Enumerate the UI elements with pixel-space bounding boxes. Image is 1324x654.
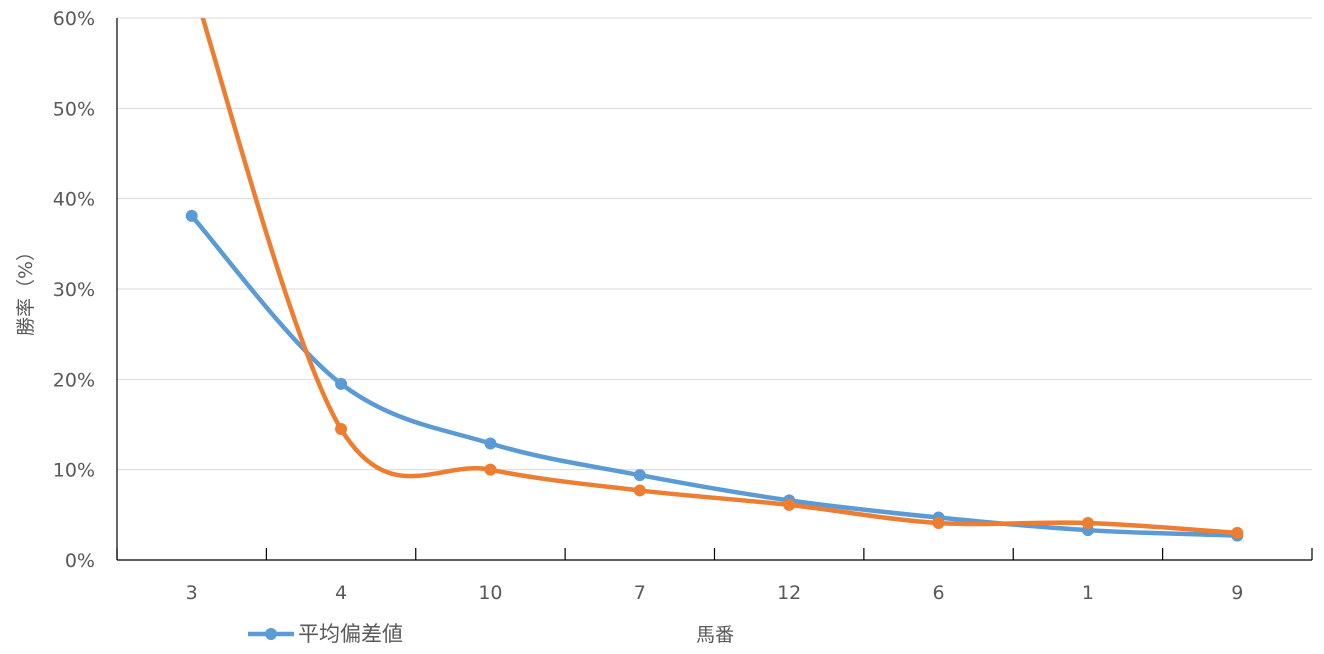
data-point xyxy=(1231,527,1243,539)
y-tick-label: 60% xyxy=(53,8,95,30)
legend-marker xyxy=(265,628,277,640)
y-tick-label: 50% xyxy=(53,98,95,120)
x-tick-label: 1 xyxy=(1082,582,1094,604)
y-tick-labels: 0% 10% 20% 30% 40% 50% 60% xyxy=(53,8,95,572)
x-tick-label: 10 xyxy=(478,582,502,604)
data-point xyxy=(186,210,198,222)
series-1 xyxy=(186,210,1244,542)
data-point xyxy=(484,464,496,476)
y-tick-label: 10% xyxy=(53,460,95,482)
y-tick-label: 0% xyxy=(65,550,95,572)
x-tick-label: 12 xyxy=(777,582,801,604)
x-tick-label: 6 xyxy=(933,582,945,604)
x-tick-label: 9 xyxy=(1231,582,1243,604)
legend-label: 平均偏差値 xyxy=(298,622,403,646)
y-tick-label: 20% xyxy=(53,369,95,391)
y-tick-label: 30% xyxy=(53,279,95,301)
series-layer xyxy=(186,0,1244,542)
data-point xyxy=(634,484,646,496)
x-tick-label: 3 xyxy=(186,582,198,604)
gridlines xyxy=(117,18,1312,470)
data-point xyxy=(634,469,646,481)
y-axis-title: 勝率（%） xyxy=(15,242,37,336)
data-point xyxy=(783,499,795,511)
data-point xyxy=(1082,517,1094,529)
x-tick-labels: 3 4 10 7 12 6 1 9 xyxy=(186,582,1244,604)
x-tick-label: 7 xyxy=(634,582,646,604)
series-2 xyxy=(186,0,1244,539)
series-line xyxy=(192,0,1238,533)
x-tick-label: 4 xyxy=(335,582,347,604)
data-point xyxy=(484,437,496,449)
series-line xyxy=(192,216,1238,536)
y-tick-label: 40% xyxy=(53,189,95,211)
data-point xyxy=(335,423,347,435)
x-axis-title: 馬番 xyxy=(696,624,734,646)
data-point xyxy=(335,378,347,390)
legend: 平均偏差値 xyxy=(248,622,403,646)
data-point xyxy=(933,517,945,529)
